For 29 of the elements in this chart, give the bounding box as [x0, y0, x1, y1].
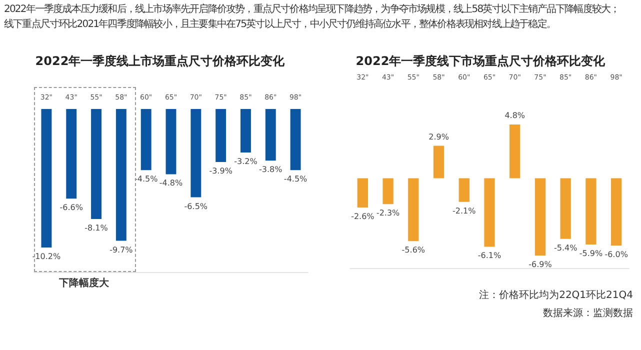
data-label: 2.9% [428, 132, 450, 142]
data-label: -6.1% [478, 251, 502, 260]
data-label: -5.9% [579, 248, 603, 258]
chart-title: 2022年一季度线下市场重点尺寸价格环比变化 [356, 54, 606, 68]
data-label: -6.9% [528, 260, 552, 270]
data-label: -4.5% [284, 174, 308, 184]
data-label: -3.8% [259, 165, 283, 174]
data-label: -2.3% [376, 208, 400, 218]
data-label: -10.2% [32, 252, 61, 262]
data-label: -6.6% [60, 203, 84, 212]
data-label: -8.1% [84, 224, 108, 233]
data-label: -3.9% [209, 166, 233, 176]
text: 注：价格环比均为22Q1环比21Q4 [479, 288, 633, 302]
data-label: -4.8% [159, 178, 183, 188]
data-label: -6.0% [604, 250, 628, 260]
chart-title: 2022年一季度线上市场重点尺寸价格环比变化 [35, 54, 286, 68]
data-label: -5.6% [402, 246, 426, 255]
source-note: 数据来源：监测数据 [543, 306, 633, 320]
data-label: 4.8% [504, 110, 526, 120]
data-label: -3.2% [234, 156, 258, 166]
chart-subtitle: 2022年一季度成本压力缓和后，线上市场率先开启降价攻势，重点尺寸价格均呈现下降趋势，为争夺市场规模，线上58英寸以下主销产品下降幅度较大； [4, 2, 620, 17]
data-label: -9.7% [110, 245, 134, 254]
text: 下降幅度大 [58, 276, 109, 290]
data-label: -6.5% [184, 202, 208, 211]
data-label: -4.5% [134, 174, 158, 184]
text: 线下重点尺寸环比2021年四季度降幅较小，且主要集中在75英寸以上尺寸，中小尺寸仍维持高位水平，整体价格表现相对线上趋于稳定。 [4, 18, 556, 32]
data-label: -2.1% [452, 206, 476, 216]
data-label: -2.6% [351, 212, 375, 221]
data-label: -5.4% [554, 243, 578, 252]
